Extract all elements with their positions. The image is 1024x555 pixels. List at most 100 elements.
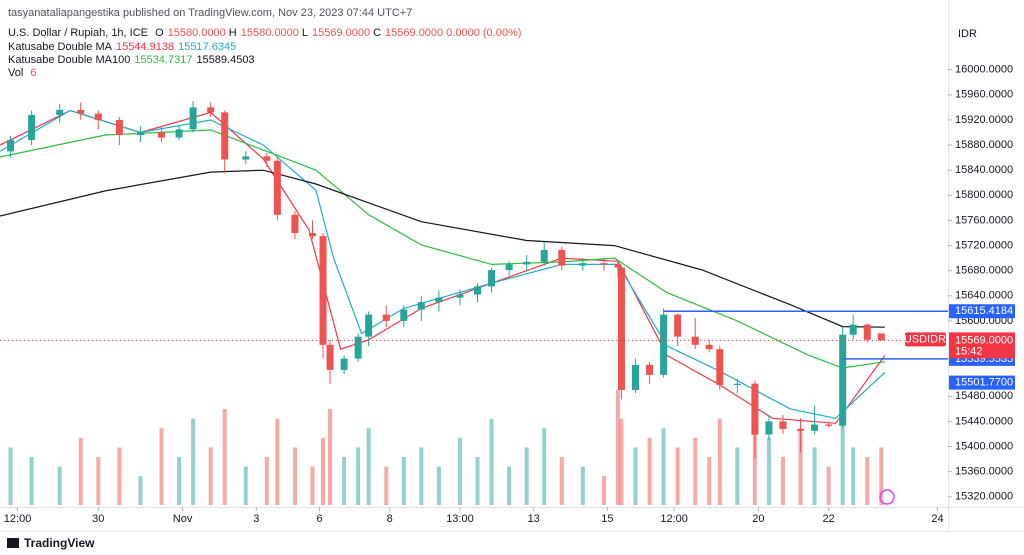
- volume-bar: [766, 437, 771, 505]
- candle-body: [189, 107, 197, 130]
- candle-body: [400, 309, 408, 321]
- x-tick-label: 12:00: [4, 513, 32, 525]
- candle-body: [175, 129, 183, 138]
- volume-label: Vol: [8, 67, 24, 79]
- candle-body: [474, 286, 482, 295]
- symbol-tag: [905, 332, 946, 347]
- candle-body: [319, 236, 327, 345]
- candle-body: [779, 421, 787, 429]
- volume-bar: [615, 389, 620, 505]
- y-tick-label: 15480.0000: [955, 390, 1013, 402]
- volume-bar: [601, 476, 606, 505]
- candle-body: [691, 336, 699, 345]
- candle-body: [751, 383, 759, 435]
- candle-body: [617, 267, 625, 390]
- candle-body: [646, 364, 654, 375]
- ohlc-letter: O: [155, 27, 164, 39]
- candle-body: [716, 349, 724, 385]
- candle-body: [632, 364, 640, 390]
- volume-bar: [865, 457, 870, 505]
- candle-body: [705, 344, 713, 350]
- volume-bar: [78, 437, 83, 505]
- brand-logo: [7, 538, 19, 548]
- volume-bar: [292, 447, 297, 505]
- x-tick-label: 20: [752, 513, 764, 525]
- candle-body: [115, 119, 123, 136]
- volume-bar: [826, 466, 831, 505]
- volume-bar: [647, 437, 652, 505]
- x-tick-label: 12:00: [660, 513, 688, 525]
- candle-body: [326, 344, 334, 370]
- candle-body: [77, 109, 85, 114]
- volume-bar: [735, 447, 740, 505]
- volume-bar: [507, 466, 512, 505]
- alert-icon: [879, 489, 895, 505]
- ohlc-value: 15580.0000: [167, 27, 226, 39]
- y-tick-label: 15680.0000: [955, 265, 1013, 277]
- candle-body: [221, 112, 229, 160]
- price-line-tag: [949, 304, 1015, 319]
- price-line-label: 15615.4184: [955, 305, 1013, 317]
- candle-body: [660, 314, 668, 375]
- x-tick-label: 8: [387, 513, 393, 525]
- ma-line: [0, 109, 886, 419]
- volume-bar: [661, 428, 666, 505]
- candle-body: [56, 109, 64, 115]
- ohlc-value: 15569.0000: [311, 27, 371, 39]
- volume-bar: [524, 447, 529, 505]
- axis-tag: [949, 375, 1015, 390]
- ohlc-value: 15580.0000: [240, 27, 299, 39]
- x-tick-label: 13: [528, 513, 540, 525]
- x-tick-label: 13:00: [446, 513, 474, 525]
- candle-body: [263, 156, 271, 161]
- candle-body: [674, 314, 682, 337]
- y-tick-label: 15880.0000: [955, 139, 1013, 151]
- volume-bar: [580, 466, 585, 505]
- y-tick-label: 15960.0000: [955, 89, 1013, 101]
- ohlc-letter: L: [301, 27, 308, 39]
- volume-bar: [321, 437, 326, 505]
- candle-body: [488, 270, 496, 287]
- volume-line: Vol 6: [8, 67, 40, 79]
- ohlc-value: 15569.0000: [385, 27, 444, 39]
- candle-body: [765, 421, 773, 435]
- volume-bar: [436, 466, 441, 505]
- ohlc-item: O 15580.0000: [155, 27, 226, 39]
- candle-body: [340, 358, 348, 370]
- publish-info: tasyanataliapangestika published on Trad…: [8, 7, 413, 19]
- x-tick-label: 3: [253, 513, 259, 525]
- volume-bar: [840, 399, 845, 505]
- ma-line: [0, 169, 885, 328]
- candle-body: [382, 314, 390, 321]
- last-price-label: 15569.0000: [955, 334, 1013, 346]
- volume-bar: [559, 457, 564, 505]
- volume-bar: [222, 409, 227, 505]
- brand: TradingView: [24, 536, 95, 550]
- volume-bar: [542, 428, 547, 505]
- candle-body: [291, 214, 299, 233]
- ohlc-item: H 15580.0000: [229, 27, 299, 39]
- candle-body: [456, 294, 464, 298]
- currency-label: IDR: [958, 28, 977, 40]
- volume-bar: [384, 466, 389, 505]
- candle-body: [94, 113, 102, 120]
- volume-bar: [342, 457, 347, 505]
- symbol-tag-label: USDIDR: [904, 333, 946, 345]
- indicator-readout: 15534.7317: [134, 54, 193, 66]
- candle-body: [242, 156, 250, 160]
- indicator-readout: 15517.6345: [178, 41, 237, 53]
- candle-body: [7, 140, 15, 152]
- ohlc-letter: H: [228, 27, 237, 39]
- ohlc-item: L 15569.0000: [302, 27, 370, 39]
- candle-body: [733, 383, 741, 385]
- symbol-line: U.S. Dollar / Rupiah, 1h, ICE O 15580.000…: [8, 27, 525, 39]
- volume-bar: [780, 457, 785, 505]
- y-tick-label: 15760.0000: [955, 214, 1013, 226]
- ohlc-item: C 15569.0000: [373, 27, 443, 39]
- volume-bar: [717, 418, 722, 505]
- volume-bar: [812, 447, 817, 505]
- volume-bar: [619, 418, 624, 505]
- y-tick-label: 15320.0000: [955, 491, 1013, 503]
- y-tick-label: 15640.0000: [955, 290, 1013, 302]
